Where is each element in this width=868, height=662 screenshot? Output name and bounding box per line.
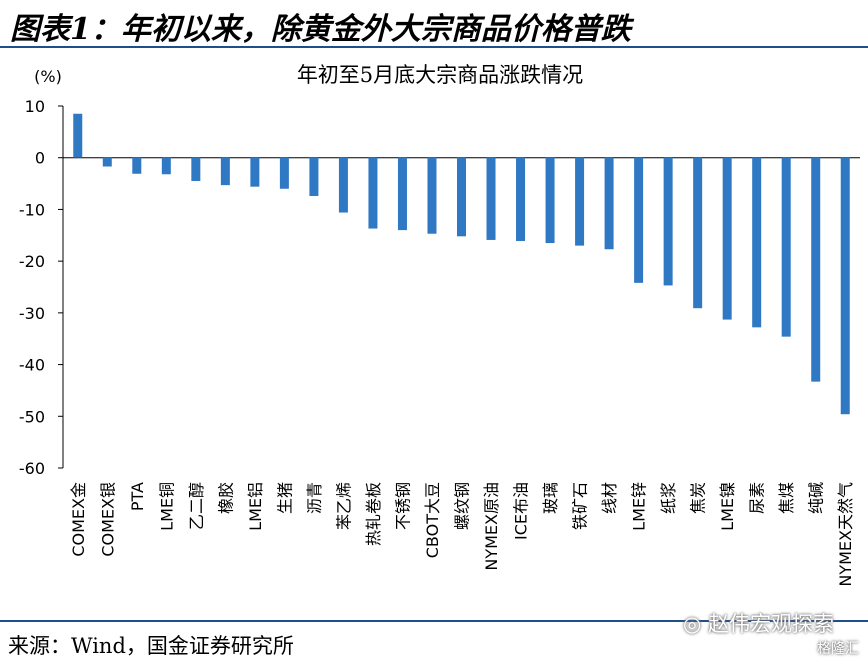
category-label: 纯碱	[807, 482, 826, 514]
bar	[457, 157, 466, 237]
bar	[840, 157, 850, 415]
category-label: LME铜	[157, 482, 176, 531]
category-label: NYMEX原油	[482, 482, 501, 571]
category-label: 线材	[600, 482, 619, 514]
category-label: 螺纹钢	[453, 482, 472, 530]
bar	[220, 157, 230, 186]
category-label: 玻璃	[541, 482, 560, 514]
source-note: 来源：Wind，国金证券研究所	[8, 634, 294, 658]
bar	[663, 157, 673, 286]
category-label: COMEX金	[69, 482, 88, 557]
category-label: 不锈钢	[393, 482, 412, 530]
bar	[752, 157, 762, 328]
category-label: CBOT大豆	[423, 482, 442, 558]
category-label: ICE布油	[512, 482, 531, 540]
category-label: 焦炭	[689, 482, 708, 514]
category-label: COMEX银	[98, 482, 117, 557]
y-tick-label: -40	[19, 356, 45, 375]
category-label: LME锌	[630, 482, 649, 531]
figure-title: 图表1：年初以来，除黄金外大宗商品价格普跌	[10, 12, 631, 47]
bar	[397, 157, 407, 231]
top-divider	[0, 46, 868, 48]
bar	[250, 157, 260, 187]
bar-series	[73, 113, 850, 415]
bar	[161, 157, 171, 175]
y-tick-label: 0	[35, 149, 45, 168]
bar	[781, 157, 791, 337]
bar	[427, 157, 437, 234]
bar	[486, 157, 496, 240]
y-tick-label: -30	[19, 304, 45, 323]
bar	[338, 157, 348, 213]
bar	[279, 157, 289, 189]
watermark-sub: 格隆汇	[817, 641, 859, 657]
watermark: ◎ 赵伟宏观探索 格隆汇	[683, 608, 863, 658]
category-label: PTA	[128, 482, 147, 511]
y-tick-label: -10	[19, 200, 45, 219]
bar	[722, 157, 732, 320]
bar	[516, 157, 526, 241]
y-tick-label: 10	[25, 97, 45, 116]
category-label: 橡胶	[216, 482, 235, 514]
bar	[634, 157, 644, 283]
category-label: 铁矿石	[571, 482, 590, 530]
bar	[575, 157, 585, 246]
bar-chart: 年初至5月底大宗商品涨跌情况 (%) 10 0 -10 -20 -30 -40 -50 -60…	[19, 63, 860, 587]
y-axis-unit-label: (%)	[34, 67, 62, 86]
y-tick-label: -20	[19, 252, 45, 271]
bar	[368, 157, 378, 229]
category-label: LME镍	[718, 482, 737, 531]
bar	[191, 157, 201, 181]
wechat-icon: ◎	[683, 612, 702, 636]
bar	[811, 157, 821, 382]
category-label: 苯乙烯	[334, 482, 353, 530]
category-labels: COMEX金 COMEX银 PTA LME铜 乙二醇 橡胶 LME铝 生猪 沥青 苯乙烯 热轧卷板不…	[69, 482, 855, 587]
category-label: NYMEX天然气	[836, 482, 855, 587]
watermark-text: 赵伟宏观探索	[708, 612, 835, 636]
chart-title: 年初至5月底大宗商品涨跌情况	[297, 63, 583, 87]
category-label: 尿素	[748, 482, 767, 514]
y-tick-label: -50	[19, 407, 45, 426]
bottom-divider	[0, 620, 868, 622]
category-label: 纸浆	[659, 482, 678, 514]
category-label: 焦煤	[777, 482, 796, 514]
y-tick-label: -60	[19, 459, 45, 478]
bar	[132, 157, 142, 174]
category-label: LME铝	[246, 482, 265, 531]
bar	[693, 157, 703, 309]
category-label: 生猪	[275, 482, 294, 514]
bar	[102, 157, 112, 167]
category-label: 乙二醇	[187, 482, 206, 530]
bar	[309, 157, 319, 196]
category-label: 热轧卷板	[364, 482, 383, 546]
bar	[604, 157, 614, 250]
bar	[545, 157, 555, 244]
y-axis: 10 0 -10 -20 -30 -40 -50 -60	[19, 97, 860, 478]
bar	[73, 113, 83, 158]
category-label: 沥青	[305, 482, 324, 514]
